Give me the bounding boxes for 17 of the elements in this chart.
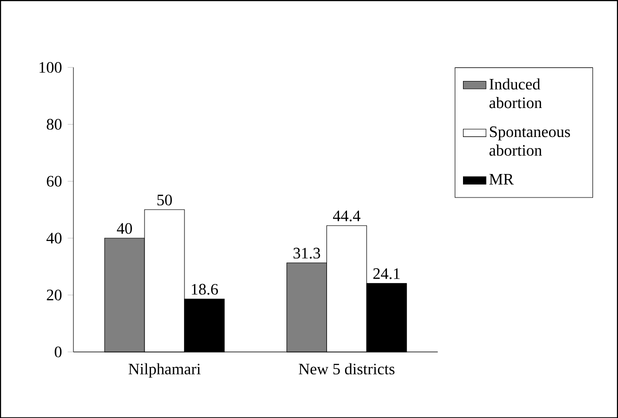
data-label: 24.1	[373, 268, 400, 279]
y-tick-label: 20	[46, 289, 62, 300]
y-tick-label: 40	[46, 232, 62, 244]
y-tick-label: 100	[40, 62, 62, 73]
x-tick-label: New 5 districts	[298, 363, 394, 374]
y-tick-label: 60	[46, 176, 62, 186]
data-label: 40	[116, 222, 132, 234]
x-tick-label: Nilphamari	[128, 363, 201, 378]
y-tick-label: 80	[46, 118, 62, 130]
legend-label: Induced abortion	[489, 78, 542, 108]
data-label: 31.3	[294, 248, 320, 258]
data-label: 50	[157, 194, 172, 206]
data-label: 18.6	[192, 284, 218, 295]
legend-label: Spontaneous abortion	[489, 126, 570, 156]
y-tick-label: 0	[54, 346, 62, 358]
data-label: 44.4	[333, 210, 360, 222]
legend-label: MR	[489, 174, 514, 184]
